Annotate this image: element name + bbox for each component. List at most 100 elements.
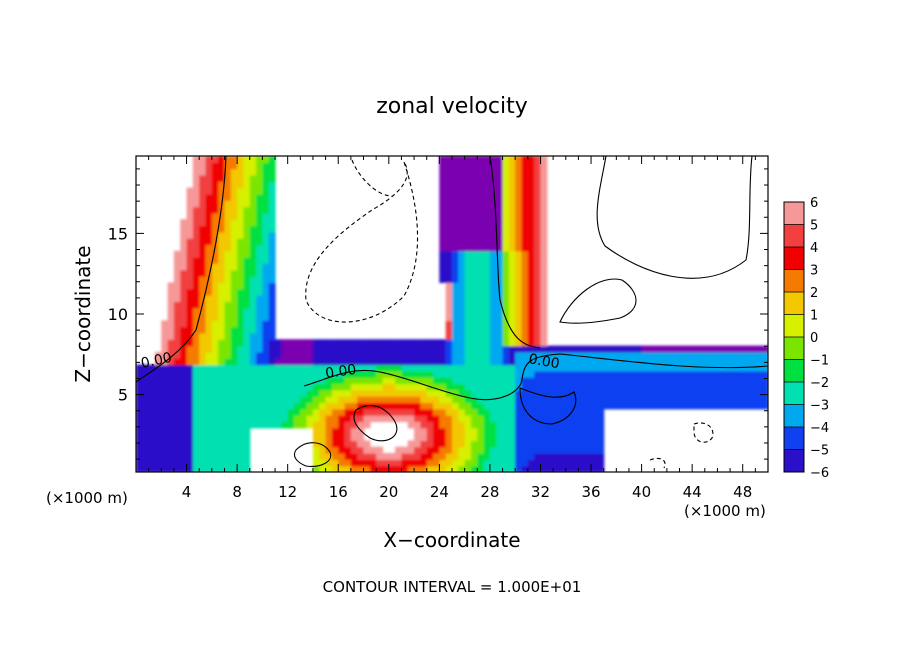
field-cell [654,377,662,385]
field-cell [331,434,339,441]
field-cell [331,465,339,472]
field-cell [610,402,617,410]
field-cell [376,364,384,372]
field-cell [344,339,352,347]
field-cell [218,421,226,429]
field-cell [597,402,605,410]
field-cell [489,358,497,366]
field-cell [483,434,491,441]
field-cell [186,187,194,195]
field-cell [483,364,491,372]
field-cell [616,389,624,397]
field-cell [470,459,478,467]
field-cell [211,402,219,410]
field-cell [224,225,232,233]
field-cell [426,370,434,378]
field-cell [654,364,662,372]
field-cell [218,307,226,315]
field-cell [755,377,763,385]
field-cell [483,402,491,410]
field-cell [376,396,384,404]
field-cell [470,465,478,472]
field-cell [237,320,245,328]
field-cell [211,257,219,265]
field-cell [572,465,579,472]
field-cell [205,446,213,454]
field-cell [660,396,668,404]
field-cell [477,156,485,163]
field-cell [521,358,529,366]
field-cell [300,370,308,378]
field-cell [180,282,188,290]
field-cell [218,465,226,472]
field-cell [199,389,207,397]
field-cell [452,238,459,246]
field-cell [508,295,516,302]
field-cell [268,206,276,214]
field-cell [452,383,459,391]
field-cell [445,288,453,296]
field-cell [218,250,226,258]
field-cell [622,351,630,359]
field-cell [211,231,219,239]
field-cell [395,345,403,353]
field-cell [496,174,504,182]
field-cell [199,219,207,227]
field-cell [553,377,561,385]
field-cell [192,434,200,441]
field-cell [237,238,245,246]
field-cell [559,370,567,378]
field-cell [167,459,175,467]
field-cell [742,370,750,378]
field-cell [161,389,169,397]
field-cell [218,440,226,448]
field-cell [685,377,693,385]
field-cell [622,358,630,366]
field-cell [199,453,207,460]
field-cell [426,459,434,467]
field-cell [148,402,156,410]
field-cell [205,421,213,429]
field-cell [230,174,238,182]
field-cell [452,326,459,334]
field-cell [287,377,295,385]
field-cell [407,415,415,423]
field-cell [452,364,459,372]
field-cell [502,339,510,347]
field-cell [483,187,491,195]
contour-line [353,405,398,442]
field-cell [439,339,447,347]
field-cell [180,396,188,404]
field-cell [458,276,466,283]
field-cell [496,301,504,309]
field-cell [515,415,523,423]
field-cell [540,168,548,176]
field-cell [268,314,276,321]
field-cell [534,162,542,170]
field-cell [445,168,453,176]
field-cell [445,351,453,359]
field-cell [224,383,232,391]
field-cell [477,212,485,220]
field-cell [192,276,200,283]
field-cell [331,402,339,410]
field-cell [452,200,459,208]
field-cell [489,307,497,315]
field-cell [723,358,731,366]
field-cell [294,402,301,410]
field-cell [211,295,219,302]
field-cell [268,250,276,258]
field-cell [559,345,567,353]
field-cell [161,383,169,391]
field-cell [243,269,251,277]
field-cell [180,339,188,347]
plot-area [136,156,768,472]
field-cell [452,339,459,347]
field-cell [376,351,384,359]
field-cell [319,364,327,372]
field-cell [382,364,390,372]
field-cell [534,206,542,214]
field-cell [262,402,270,410]
field-cell [458,193,466,201]
field-cell [205,345,213,353]
